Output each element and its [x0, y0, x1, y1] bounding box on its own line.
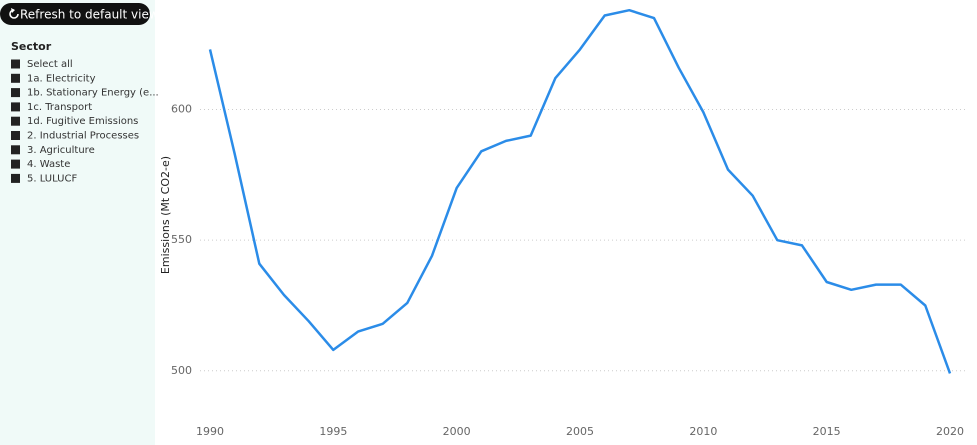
checkbox[interactable] [11, 59, 20, 69]
slicer-item[interactable]: Select all [27, 59, 73, 70]
slicer-item[interactable]: 5. LULUCF [27, 173, 77, 184]
y-axis-title: Emissions (Mt CO2-e) [159, 156, 172, 274]
checkbox[interactable] [11, 116, 20, 126]
checkbox[interactable] [11, 102, 20, 112]
refresh-icon-arrow [11, 8, 15, 13]
checkbox[interactable] [11, 173, 20, 183]
slicer-item[interactable]: 1c. Transport [27, 102, 92, 113]
x-tick-label: 1990 [196, 425, 224, 438]
slicer-panel [0, 0, 155, 445]
checkbox[interactable] [11, 145, 20, 155]
y-tick-label: 500 [171, 364, 192, 377]
slicer-item[interactable]: 3. Agriculture [27, 145, 95, 156]
checkbox[interactable] [11, 88, 20, 98]
slicer-item[interactable]: 4. Waste [27, 159, 70, 170]
x-tick-label: 2005 [566, 425, 594, 438]
slicer-title: Sector [11, 40, 52, 53]
x-tick-label: 2015 [813, 425, 841, 438]
slicer-items: Select all 1a. Electricity 1b. Stationary … [11, 59, 159, 184]
slicer-item[interactable]: 1a. Electricity [27, 73, 96, 84]
x-tick-label: 2000 [443, 425, 471, 438]
y-tick-label: 550 [171, 233, 192, 246]
data-line [208, 8, 952, 374]
slicer-item[interactable]: 1b. Stationary Energy (e... [27, 88, 159, 99]
x-tick-label: 1995 [319, 425, 347, 438]
y-tick-label: 600 [171, 103, 192, 116]
slicer-item[interactable]: 2. Industrial Processes [27, 131, 139, 142]
refresh-button[interactable]: Refresh to default view [0, 3, 159, 25]
checkbox[interactable] [11, 73, 20, 83]
x-tick-label: 2010 [689, 425, 717, 438]
slicer-item[interactable]: 1d. Fugitive Emissions [27, 116, 138, 127]
checkbox[interactable] [11, 159, 20, 169]
checkbox[interactable] [11, 131, 20, 140]
button-background [0, 3, 150, 25]
button-label[interactable]: Refresh to default view [20, 8, 159, 22]
x-tick-label: 2020 [936, 425, 964, 438]
